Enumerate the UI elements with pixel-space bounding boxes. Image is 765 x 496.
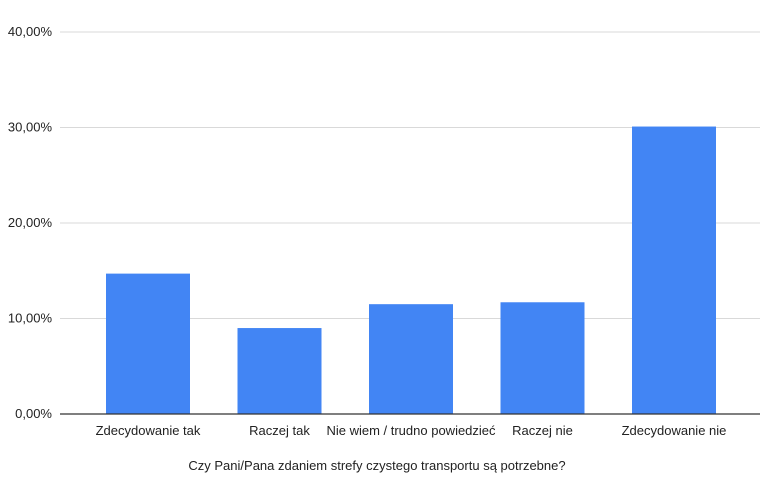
y-tick-label: 10,00% (8, 311, 53, 326)
bars (106, 126, 716, 415)
bar (237, 328, 322, 414)
x-category-label: Nie wiem / trudno powiedzieć (326, 423, 496, 438)
y-tick-label: 30,00% (8, 120, 53, 135)
x-category-label: Raczej tak (249, 423, 310, 438)
x-category-label: Zdecydowanie nie (622, 423, 727, 438)
y-tick-label: 40,00% (8, 24, 53, 39)
bar (369, 304, 453, 414)
y-tick-label: 20,00% (8, 215, 53, 230)
bar (106, 273, 190, 414)
x-category-label: Zdecydowanie tak (96, 423, 201, 438)
bar (500, 302, 585, 414)
x-axis-title: Czy Pani/Pana zdaniem strefy czystego tr… (188, 458, 565, 473)
x-category-label: Raczej nie (512, 423, 573, 438)
y-axis-tick-labels: 0,00% 10,00% 20,00% 30,00% 40,00% (8, 24, 53, 421)
y-tick-label: 0,00% (15, 406, 52, 421)
x-axis-category-labels: Zdecydowanie tak Raczej tak Nie wiem / tru… (96, 423, 727, 438)
bar (632, 126, 716, 415)
